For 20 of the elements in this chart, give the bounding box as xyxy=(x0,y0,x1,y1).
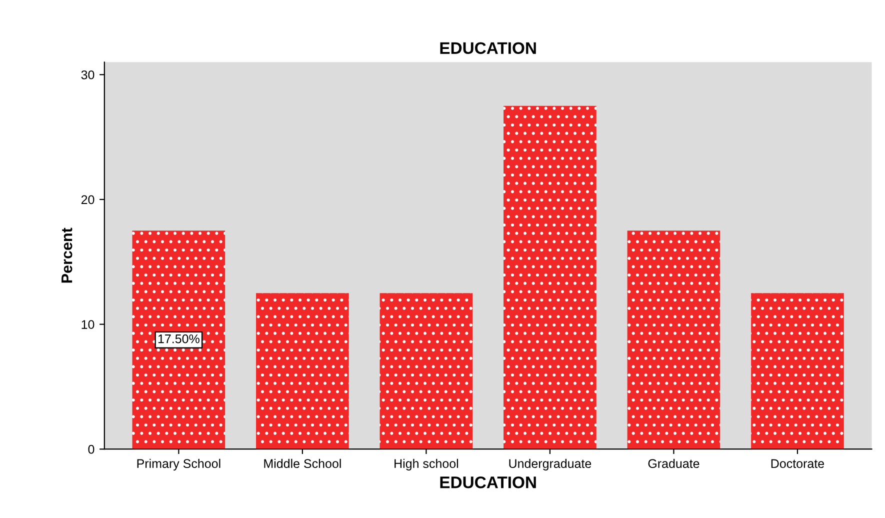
y-axis-title: Percent xyxy=(62,228,72,283)
y-tick-label: 10 xyxy=(82,320,94,329)
x-tick-label: Doctorate xyxy=(771,459,824,468)
bar xyxy=(751,293,844,450)
chart-title: EDUCATION xyxy=(440,42,536,54)
y-tick-label: 20 xyxy=(81,195,94,204)
bar xyxy=(380,293,473,450)
y-tick-label: 0 xyxy=(88,444,94,454)
x-axis-title: EDUCATION xyxy=(440,476,536,488)
x-tick-label: Primary School xyxy=(137,458,220,470)
x-tick-label: Middle School xyxy=(264,458,341,468)
x-tick-label: Graduate xyxy=(648,458,700,468)
bar xyxy=(627,230,720,450)
y-tick-label: 30 xyxy=(81,70,94,80)
x-tick-label: High school xyxy=(394,458,458,470)
bar xyxy=(132,230,226,450)
bar xyxy=(504,106,596,450)
data-label: 17.50% xyxy=(158,334,200,344)
bar xyxy=(256,293,349,450)
x-tick-label: Undergraduate xyxy=(509,458,592,470)
